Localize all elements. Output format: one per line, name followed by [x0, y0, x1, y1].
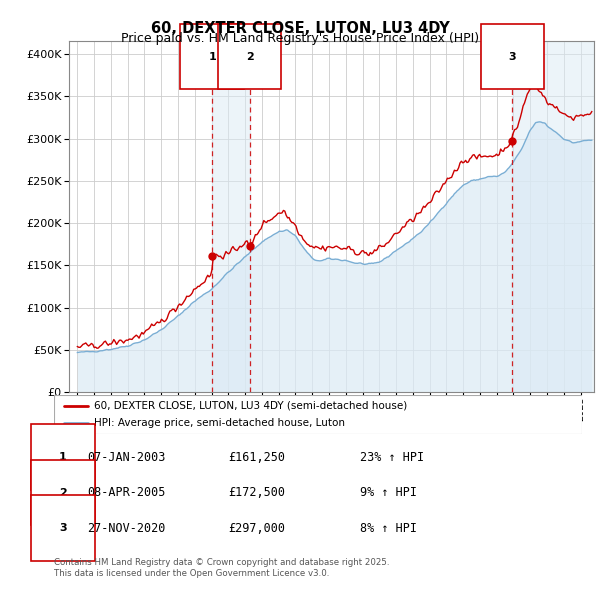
Text: 60, DEXTER CLOSE, LUTON, LU3 4DY (semi-detached house): 60, DEXTER CLOSE, LUTON, LU3 4DY (semi-d…	[94, 401, 407, 411]
Text: 9% ↑ HPI: 9% ↑ HPI	[360, 486, 417, 499]
Bar	[212, 41, 250, 392]
Bar	[512, 41, 594, 392]
Text: 08-APR-2005: 08-APR-2005	[87, 486, 166, 499]
Text: 2: 2	[246, 51, 254, 61]
Text: 8% ↑ HPI: 8% ↑ HPI	[360, 522, 417, 535]
Text: 60, DEXTER CLOSE, LUTON, LU3 4DY: 60, DEXTER CLOSE, LUTON, LU3 4DY	[151, 21, 449, 35]
Text: £172,500: £172,500	[228, 486, 285, 499]
Text: 2: 2	[59, 488, 67, 497]
Text: 1: 1	[59, 453, 67, 462]
Text: 3: 3	[59, 523, 67, 533]
Text: Contains HM Land Registry data © Crown copyright and database right 2025.
This d: Contains HM Land Registry data © Crown c…	[54, 558, 389, 578]
Text: 27-NOV-2020: 27-NOV-2020	[87, 522, 166, 535]
Text: HPI: Average price, semi-detached house, Luton: HPI: Average price, semi-detached house,…	[94, 418, 344, 428]
Text: £297,000: £297,000	[228, 522, 285, 535]
Text: £161,250: £161,250	[228, 451, 285, 464]
Text: Price paid vs. HM Land Registry's House Price Index (HPI): Price paid vs. HM Land Registry's House …	[121, 32, 479, 45]
Text: 23% ↑ HPI: 23% ↑ HPI	[360, 451, 424, 464]
Text: 3: 3	[508, 51, 516, 61]
Text: 07-JAN-2003: 07-JAN-2003	[87, 451, 166, 464]
Text: 1: 1	[208, 51, 216, 61]
